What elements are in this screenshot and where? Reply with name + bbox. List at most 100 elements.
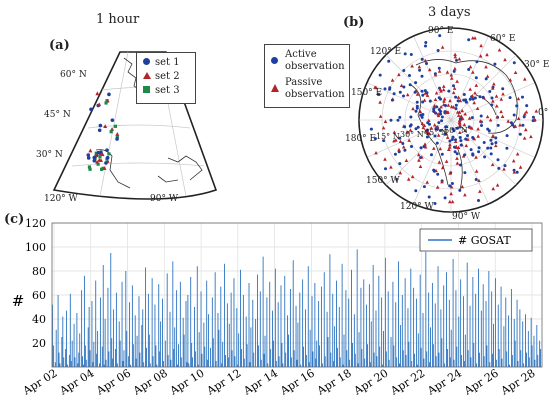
observation-marker: [505, 146, 509, 150]
observation-marker: [87, 165, 92, 169]
bar: [159, 351, 161, 367]
bar: [85, 359, 87, 367]
observation-marker: [463, 193, 467, 197]
observation-marker: [417, 65, 422, 69]
y-axis-label: #: [12, 292, 25, 310]
square-marker-icon: [143, 86, 150, 93]
bar: [383, 331, 384, 367]
bar: [79, 333, 81, 367]
observation-marker: [491, 186, 495, 191]
bar: [112, 358, 114, 367]
observation-marker: [489, 138, 493, 142]
observation-marker: [92, 158, 97, 163]
observation-marker: [480, 124, 483, 127]
observation-marker: [445, 135, 450, 139]
bar: [115, 349, 116, 367]
observation-marker: [374, 85, 378, 90]
observation-marker: [383, 157, 387, 161]
observation-marker: [459, 163, 462, 167]
bar: [234, 356, 236, 367]
bar: [517, 361, 519, 367]
observation-marker: [534, 109, 539, 113]
observation-marker: [418, 164, 423, 168]
bar: [170, 359, 172, 367]
bar: [500, 286, 502, 367]
bar: [431, 283, 433, 367]
observation-marker: [405, 92, 410, 97]
observation-marker: [113, 124, 118, 128]
bar: [494, 278, 496, 367]
bar: [505, 297, 507, 367]
bar: [262, 256, 264, 367]
bar: [539, 340, 541, 367]
observation-marker: [398, 136, 402, 140]
observation-marker: [474, 178, 478, 181]
bar: [393, 345, 395, 367]
bar: [69, 293, 71, 367]
bar: [360, 287, 362, 367]
observation-marker: [442, 99, 446, 103]
bar: [463, 361, 465, 367]
observation-marker: [440, 115, 444, 119]
observation-marker: [456, 95, 461, 99]
observation-marker: [484, 77, 488, 81]
bar: [92, 362, 94, 367]
x-tick-label: Apr 26: [461, 367, 501, 399]
observation-marker: [383, 119, 388, 123]
observation-marker: [459, 139, 463, 143]
bar: [533, 335, 535, 367]
bar: [119, 340, 121, 367]
bar: [115, 292, 117, 367]
bar: [296, 359, 298, 367]
observation-marker: [484, 65, 488, 69]
observation-marker: [450, 182, 454, 185]
bar: [466, 262, 468, 367]
bar: [142, 309, 144, 367]
bar: [231, 350, 233, 367]
bar: [65, 349, 67, 367]
bar: [269, 281, 271, 367]
observation-marker: [460, 184, 465, 189]
observation-marker: [505, 134, 509, 138]
observation-marker: [440, 180, 444, 184]
observation-marker: [432, 146, 436, 150]
observation-marker: [442, 84, 446, 88]
observation-marker: [408, 83, 412, 87]
observation-marker: [472, 100, 476, 105]
bar: [416, 364, 418, 367]
observation-marker: [522, 136, 527, 140]
observation-marker: [398, 115, 402, 119]
bar: [314, 283, 316, 367]
observation-marker: [459, 143, 463, 147]
panel-b-lon-label-6: 120° E: [370, 47, 402, 57]
bar: [141, 325, 143, 367]
bar: [201, 353, 203, 367]
bar: [399, 363, 400, 367]
observation-marker: [468, 65, 473, 69]
observation-marker: [403, 125, 407, 129]
bar: [61, 337, 63, 367]
observation-marker: [423, 142, 427, 146]
bar: [89, 350, 91, 367]
observation-marker: [453, 139, 458, 143]
bar: [423, 358, 425, 367]
observation-marker: [511, 123, 515, 127]
bar: [330, 352, 332, 367]
bar: [527, 331, 529, 367]
bar: [107, 287, 109, 367]
bar: [485, 301, 487, 367]
y-tick-label: 20: [32, 337, 46, 350]
bar: [134, 315, 136, 367]
bar: [206, 280, 208, 367]
bar: [345, 290, 347, 367]
bar: [125, 271, 127, 367]
observation-marker: [396, 118, 400, 122]
bar: [192, 357, 194, 367]
bar: [82, 356, 83, 367]
bar: [402, 350, 404, 367]
bar: [176, 290, 178, 367]
observation-marker: [382, 139, 386, 143]
observation-marker: [448, 142, 452, 147]
bar: [110, 253, 112, 367]
